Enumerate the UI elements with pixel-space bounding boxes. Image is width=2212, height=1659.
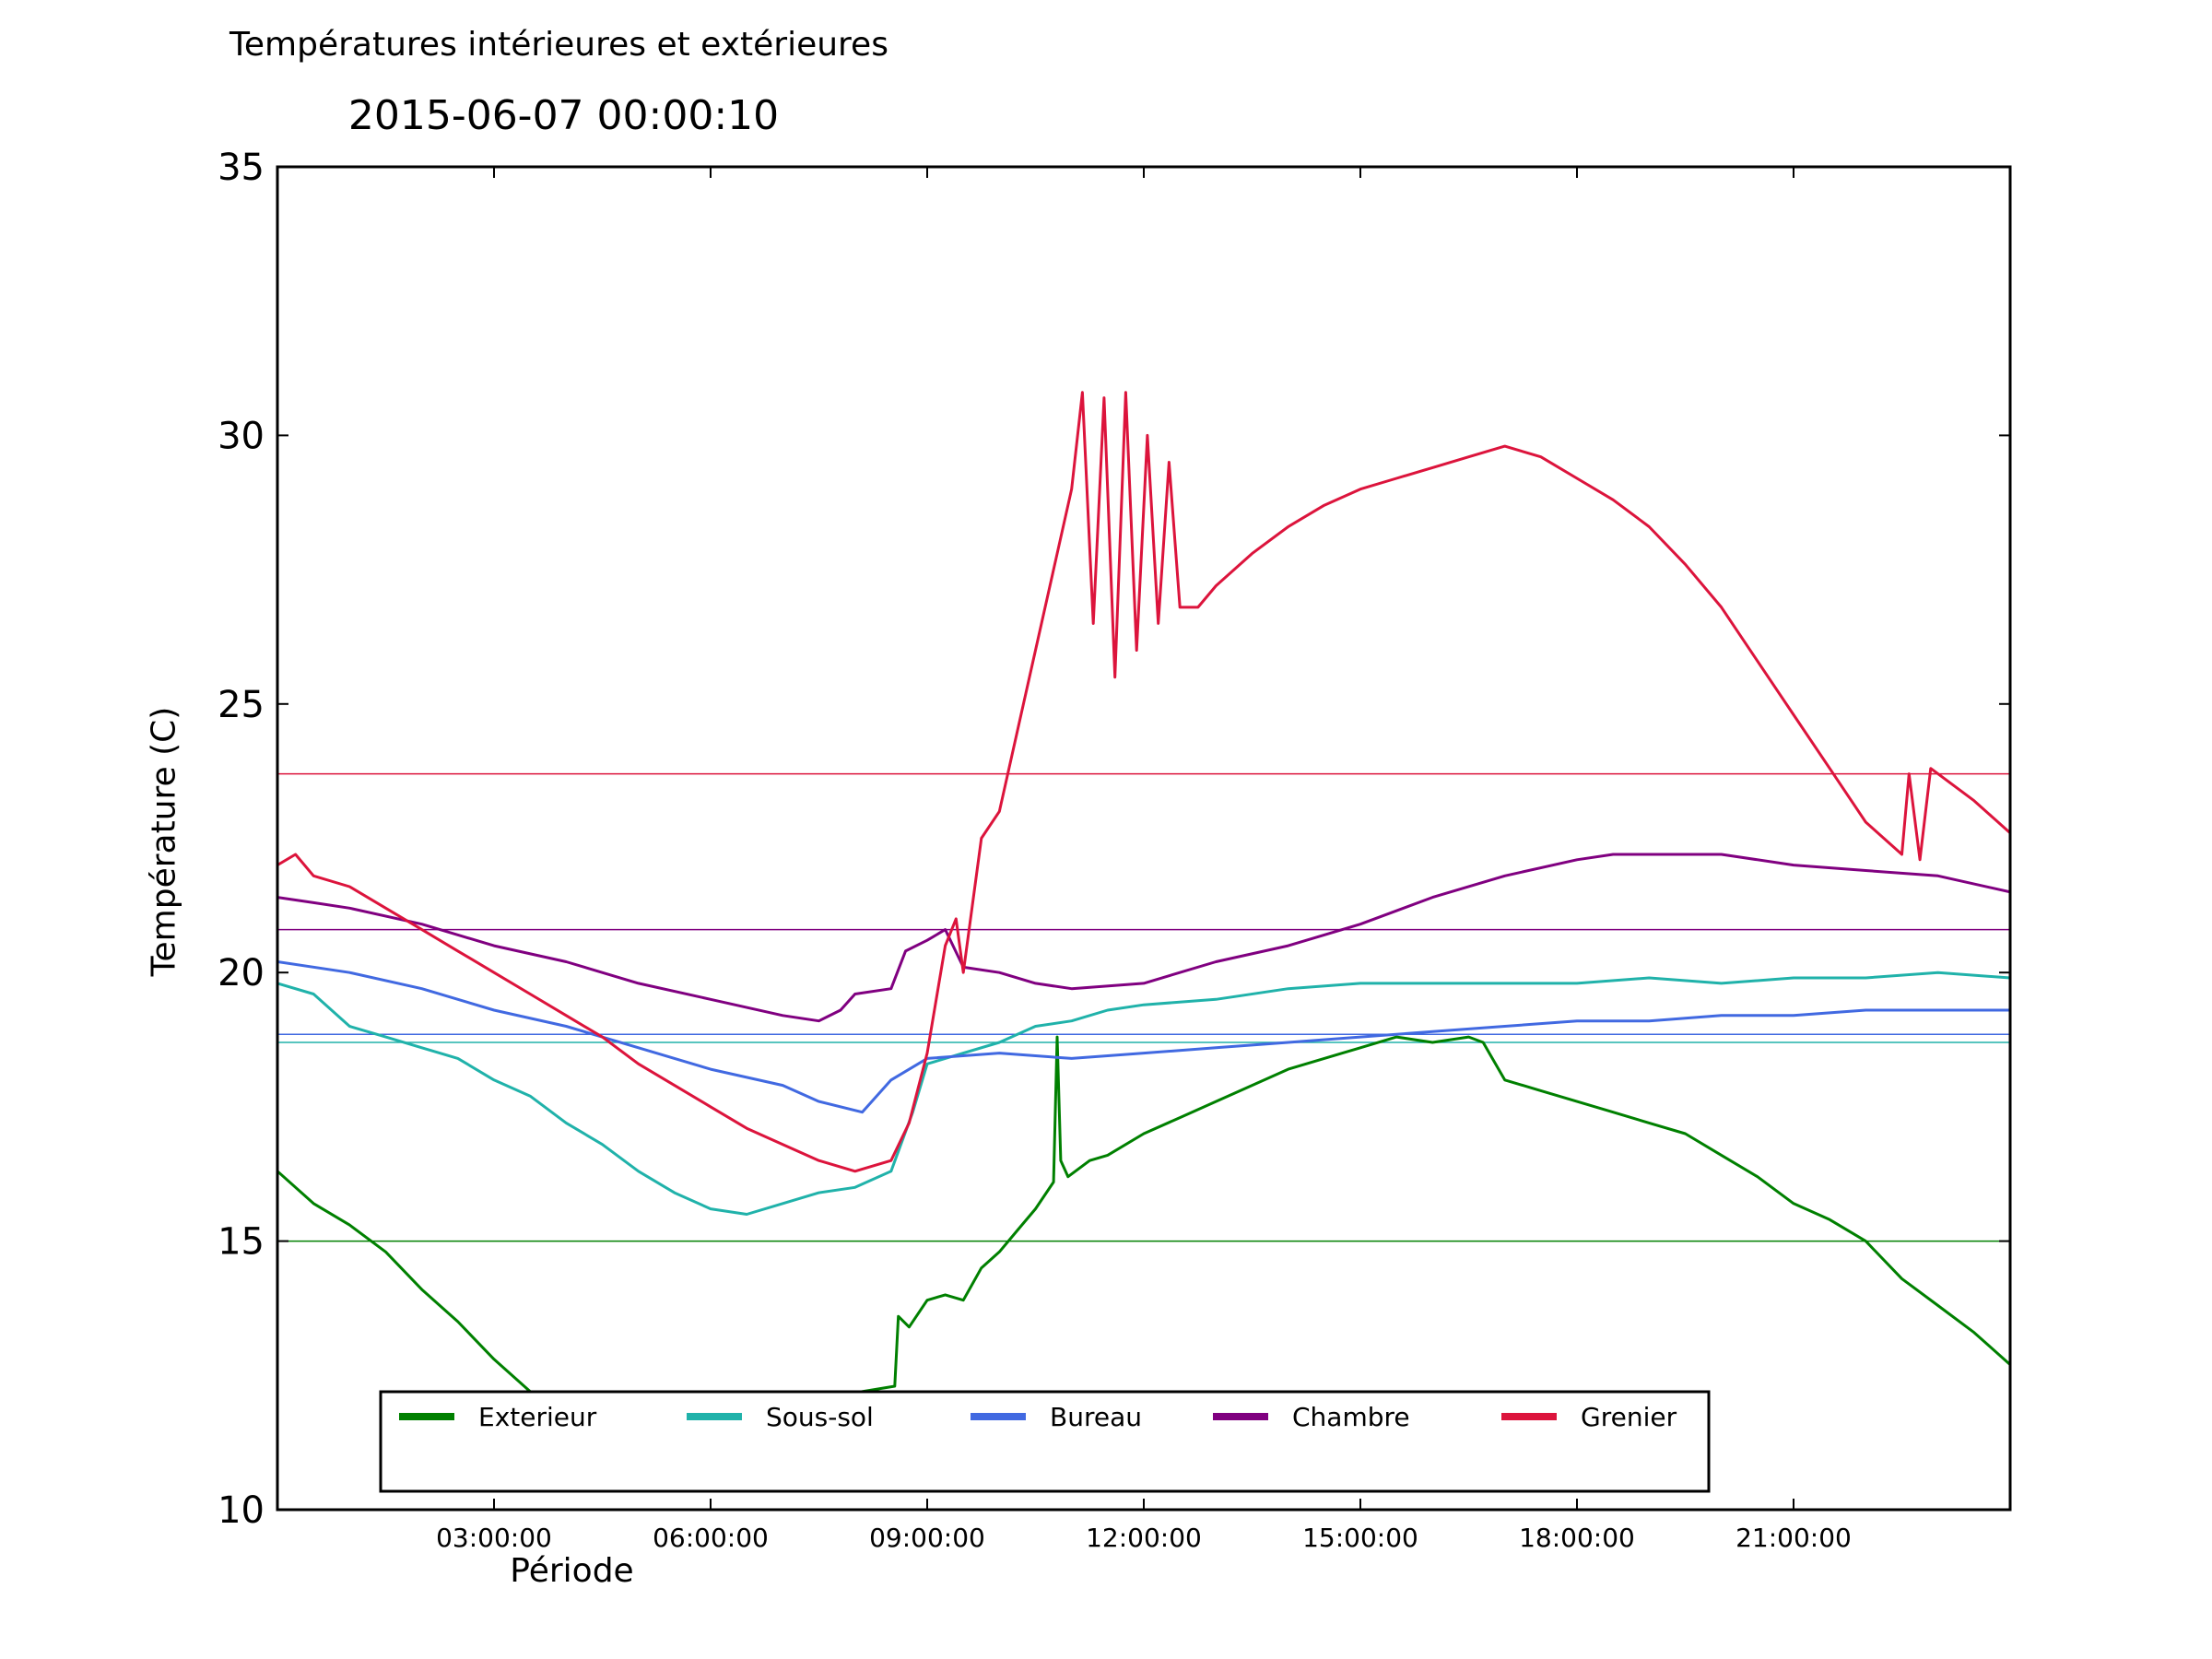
legend-label-chambre: Chambre — [1292, 1402, 1410, 1432]
series-lines — [277, 391, 2010, 1436]
x-tick-label: 21:00:00 — [1735, 1523, 1852, 1553]
x-axis-label: Période — [510, 1552, 634, 1590]
series-line-exterieur — [277, 1035, 2010, 1436]
x-tick-label: 03:00:00 — [436, 1523, 552, 1553]
reference-lines — [277, 772, 2010, 1242]
legend-label-exterieur: Exterieur — [478, 1402, 597, 1432]
y-tick-label: 35 — [218, 147, 265, 189]
series-line-bureau — [277, 960, 2010, 1114]
plot-frame — [276, 165, 2012, 1512]
y-axis-ticks: 10 15 20 25 30 35 — [218, 147, 2010, 1532]
x-tick-label: 18:00:00 — [1519, 1523, 1635, 1553]
x-tick-label: 06:00:00 — [653, 1523, 769, 1553]
y-tick-label: 10 — [218, 1489, 265, 1532]
series-line-sous-sol — [277, 971, 2010, 1216]
legend-label-grenier: Grenier — [1581, 1402, 1677, 1432]
x-tick-label: 09:00:00 — [869, 1523, 985, 1553]
y-tick-label: 25 — [218, 684, 265, 726]
y-tick-label: 30 — [218, 415, 265, 457]
series-line-chambre — [277, 853, 2010, 1023]
legend: Exterieur Sous-sol Bureau Chambre Grenier — [379, 1390, 1711, 1493]
series-line-grenier — [277, 391, 2010, 1173]
y-tick-label: 15 — [218, 1221, 265, 1264]
legend-label-bureau: Bureau — [1050, 1402, 1142, 1432]
x-tick-label: 12:00:00 — [1086, 1523, 1202, 1553]
y-axis-label: Température (C) — [145, 706, 183, 977]
chart-title: 2015-06-07 00:00:10 — [347, 92, 780, 139]
x-axis-ticks: 03:00:00 06:00:00 09:00:00 12:00:00 15:00:00… — [436, 167, 1852, 1553]
figure-suptitle: Températures intérieures et extérieures — [229, 26, 888, 64]
x-tick-label: 15:00:00 — [1302, 1523, 1418, 1553]
y-tick-label: 20 — [218, 952, 265, 994]
legend-label-sous-sol: Sous-sol — [766, 1402, 874, 1432]
legend-box — [379, 1390, 1711, 1493]
